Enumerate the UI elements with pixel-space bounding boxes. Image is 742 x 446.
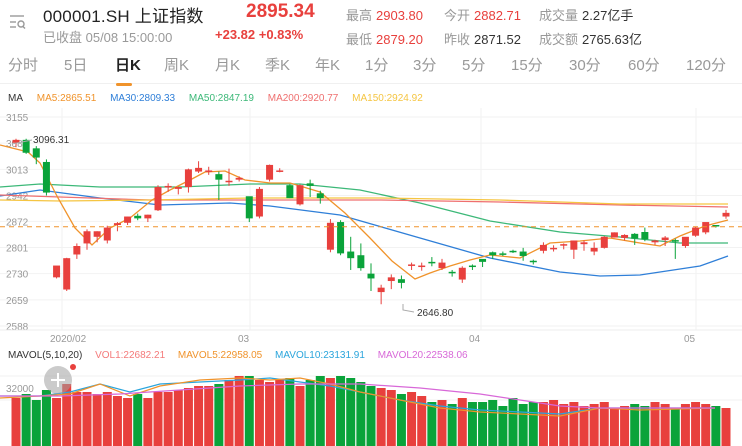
vol1-value: VOL1:22682.21: [95, 350, 166, 361]
tab-3min[interactable]: 3分: [413, 57, 437, 74]
mavol10-value: MAVOL10:23131.91: [275, 350, 365, 361]
tab-5day[interactable]: 5日: [64, 57, 88, 74]
stat-value: 2903.80: [376, 8, 424, 23]
tab-5min[interactable]: 5分: [462, 57, 486, 74]
svg-text:2020/02: 2020/02: [50, 334, 87, 345]
tab-daily-k[interactable]: 日K: [115, 57, 141, 74]
svg-text:3013: 3013: [6, 165, 29, 176]
stat-prev-close: 昨收 2871.52: [444, 29, 521, 48]
svg-text:3096.31: 3096.31: [33, 135, 70, 146]
tab-weekly-k[interactable]: 周K: [164, 57, 190, 74]
stat-label: 今开: [444, 8, 471, 23]
tab-quarterly-k[interactable]: 季K: [265, 57, 291, 74]
stat-label: 成交额: [539, 32, 579, 47]
ma30-value: MA30:2809.33: [110, 93, 176, 104]
mavol20-value: MAVOL20:22538.06: [377, 350, 468, 361]
ma200-value: MA200:2920.77: [267, 93, 339, 104]
tab-30min[interactable]: 30分: [569, 57, 601, 74]
ma-legend: MA MA5:2865.51 MA30:2809.33 MA50:2847.19…: [8, 93, 434, 104]
svg-text:2942: 2942: [6, 192, 29, 203]
stat-low: 最低 2879.20: [346, 29, 423, 48]
stock-title: 000001.SH 上证指数: [43, 7, 204, 26]
active-tab-indicator: [116, 83, 132, 86]
current-price: 2895.34: [246, 1, 315, 22]
stat-turnover: 成交额 2765.63亿: [539, 29, 642, 48]
svg-text:3155: 3155: [6, 113, 29, 124]
svg-text:04: 04: [469, 334, 481, 345]
stat-label: 最高: [346, 8, 373, 23]
stat-label: 最低: [346, 32, 373, 47]
svg-text:2801: 2801: [6, 243, 29, 254]
menu-search-icon[interactable]: [8, 12, 28, 32]
zoom-plus-button[interactable]: [44, 366, 72, 394]
notification-dot: [70, 364, 76, 370]
svg-text:2646.80: 2646.80: [417, 308, 454, 319]
candlestick-chart[interactable]: 3155 3084 3013 2942 2872 2801 2730 2659 2588 2020…: [0, 108, 742, 348]
ma5-value: MA5:2865.51: [36, 93, 97, 104]
period-tabs: 分时 5日 日K 周K 月K 季K 年K 1分 3分 5分 15分 30分 60…: [0, 48, 742, 84]
stat-value: 2882.71: [474, 8, 522, 23]
tab-monthly-k[interactable]: 月K: [215, 57, 241, 74]
svg-text:03: 03: [238, 334, 250, 345]
ma-title: MA: [8, 93, 23, 104]
svg-text:05: 05: [684, 334, 696, 345]
stat-value: 2871.52: [474, 32, 522, 47]
tab-60min[interactable]: 60分: [628, 57, 660, 74]
stat-open: 今开 2882.71: [444, 5, 521, 24]
svg-text:2872: 2872: [6, 217, 29, 228]
stat-value: 2879.20: [376, 32, 424, 47]
volume-axis-label: 32000: [6, 384, 34, 395]
quote-header: 000001.SH 上证指数 2895.34 已收盘 05/08 15:00:0…: [0, 0, 742, 48]
stat-label: 成交量: [539, 8, 579, 23]
ma150-value: MA150:2924.92: [352, 93, 423, 104]
tab-1min[interactable]: 1分: [365, 57, 389, 74]
volume-legend: MAVOL(5,10,20) VOL1:22682.21 MAVOL5:2295…: [8, 350, 478, 361]
stat-volume: 成交量 2.27亿手: [539, 5, 633, 24]
market-status: 已收盘 05/08 15:00:00: [43, 30, 173, 45]
svg-text:2730: 2730: [6, 270, 29, 281]
mavol5-value: MAVOL5:22958.05: [177, 350, 263, 361]
tab-intraday[interactable]: 分时: [8, 57, 39, 74]
tab-15min[interactable]: 15分: [511, 57, 543, 74]
svg-text:2659: 2659: [6, 296, 29, 307]
svg-text:2588: 2588: [6, 322, 29, 333]
stat-label: 昨收: [444, 32, 471, 47]
stat-value: 2765.63亿: [582, 32, 643, 47]
svg-text:3084: 3084: [6, 139, 29, 150]
ma50-value: MA50:2847.19: [188, 93, 254, 104]
volume-chart[interactable]: 32000: [0, 362, 742, 446]
stat-value: 2.27亿手: [582, 8, 634, 23]
tab-120min[interactable]: 120分: [686, 57, 727, 74]
stat-high: 最高 2903.80: [346, 5, 423, 24]
tab-yearly-k[interactable]: 年K: [315, 57, 341, 74]
price-change: +23.82 +0.83%: [215, 27, 304, 42]
mavol-title: MAVOL(5,10,20): [8, 350, 83, 361]
